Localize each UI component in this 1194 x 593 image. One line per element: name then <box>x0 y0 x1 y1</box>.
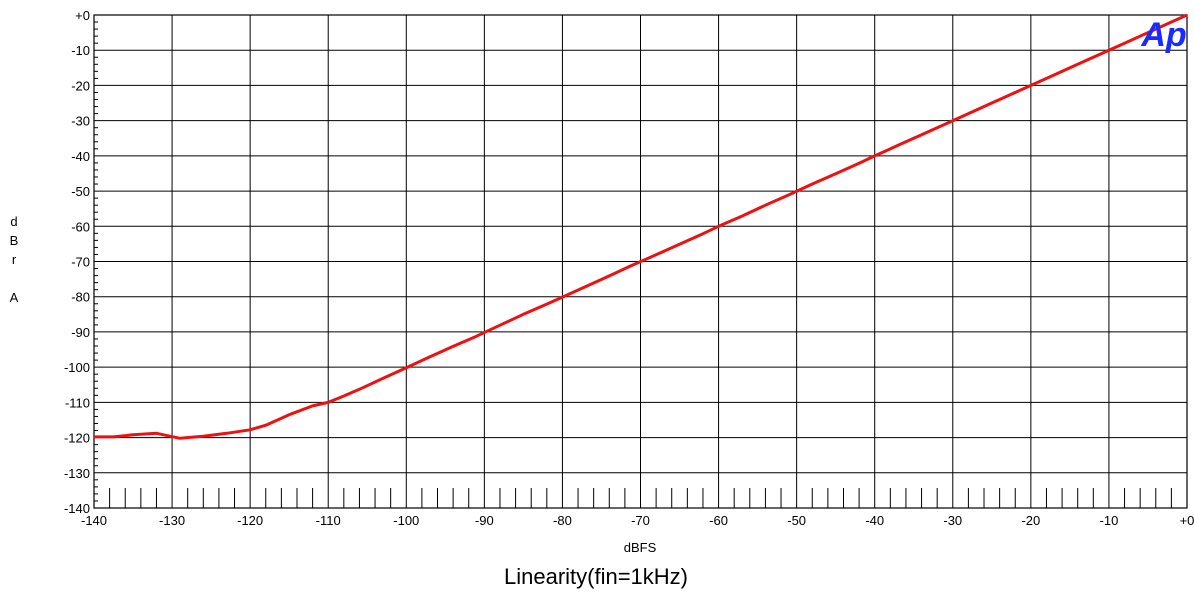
x-tick-label: +0 <box>1180 513 1194 528</box>
y-tick-label: -20 <box>71 78 90 93</box>
y-tick-label: -90 <box>71 325 90 340</box>
x-tick-label: -100 <box>393 513 419 528</box>
x-tick-label: -40 <box>865 513 884 528</box>
x-tick-label: -20 <box>1021 513 1040 528</box>
y-axis-label-char: A <box>10 290 19 305</box>
y-tick-label: -60 <box>71 219 90 234</box>
x-axis-tick-labels: -140 -130 -120 -110 -100 -90 -80 -70 -60 -50 -40 -3… <box>81 513 1194 528</box>
y-tick-label: -140 <box>64 501 90 516</box>
chart-caption: Linearity(fin=1kHz) <box>504 564 688 589</box>
x-tick-label: -50 <box>787 513 806 528</box>
x-tick-label: -140 <box>81 513 107 528</box>
series-line <box>94 13 1188 440</box>
x-tick-label: -60 <box>709 513 728 528</box>
series-layer <box>94 13 1188 440</box>
x-tick-label: -110 <box>316 513 341 528</box>
y-tick-label: -130 <box>64 466 90 481</box>
y-axis-label-char: B <box>10 233 19 248</box>
y-axis-label-char: d <box>10 214 17 229</box>
ap-logo: Ap <box>1140 16 1186 54</box>
y-axis-label-char: r <box>12 252 17 267</box>
x-tick-label: -70 <box>631 513 650 528</box>
y-tick-label: -40 <box>71 149 90 164</box>
x-tick-label: -10 <box>1100 513 1119 528</box>
y-tick-label: -110 <box>65 395 90 410</box>
y-tick-label: -10 <box>71 43 90 58</box>
y-axis-label: dBr A <box>10 214 19 305</box>
y-tick-label: -100 <box>64 360 90 375</box>
y-tick-label: -70 <box>71 255 90 270</box>
x-axis-label: dBFS <box>624 540 657 555</box>
grid <box>93 14 1188 509</box>
y-axis-tick-labels: +0 -10 -20 -30 -40 -50 -60 -70 -80 -90 -100 -110 -12… <box>64 8 90 516</box>
x-tick-label: -80 <box>553 513 572 528</box>
y-tick-label: +0 <box>75 8 90 23</box>
y-tick-label: -120 <box>64 431 90 446</box>
x-tick-label: -120 <box>237 513 263 528</box>
x-tick-label: -90 <box>475 513 494 528</box>
minor-ticks <box>94 21 1172 508</box>
plot-area-frame <box>93 14 1188 509</box>
y-tick-label: -30 <box>71 114 90 129</box>
y-tick-label: -80 <box>71 290 90 305</box>
y-tick-label: -50 <box>71 184 90 199</box>
x-tick-label: -130 <box>159 513 185 528</box>
x-tick-label: -30 <box>943 513 962 528</box>
